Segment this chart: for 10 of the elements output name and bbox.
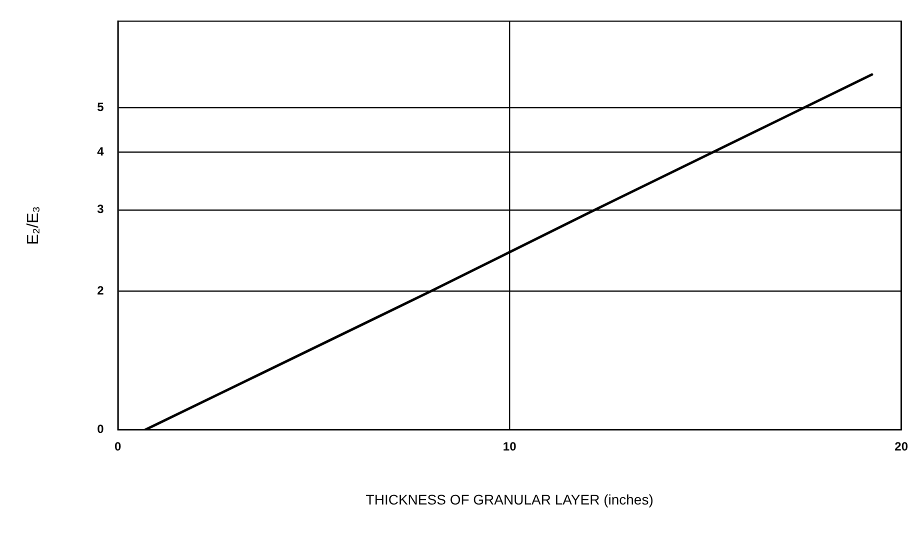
y-tick-label: 0 xyxy=(97,422,104,436)
x-tick-label: 10 xyxy=(502,439,517,454)
x-axis-title: THICKNESS OF GRANULAR LAYER (inches) xyxy=(366,491,654,508)
x-tick-label: 0 xyxy=(114,439,122,454)
x-tick-label: 20 xyxy=(894,439,908,454)
y-tick-label: 5 xyxy=(97,100,104,114)
y-tick-label: 2 xyxy=(97,283,104,298)
y-axis-title: E₂/E₃ xyxy=(25,206,42,245)
y-tick-label: 3 xyxy=(97,202,104,216)
y-tick-label: 4 xyxy=(97,144,104,159)
